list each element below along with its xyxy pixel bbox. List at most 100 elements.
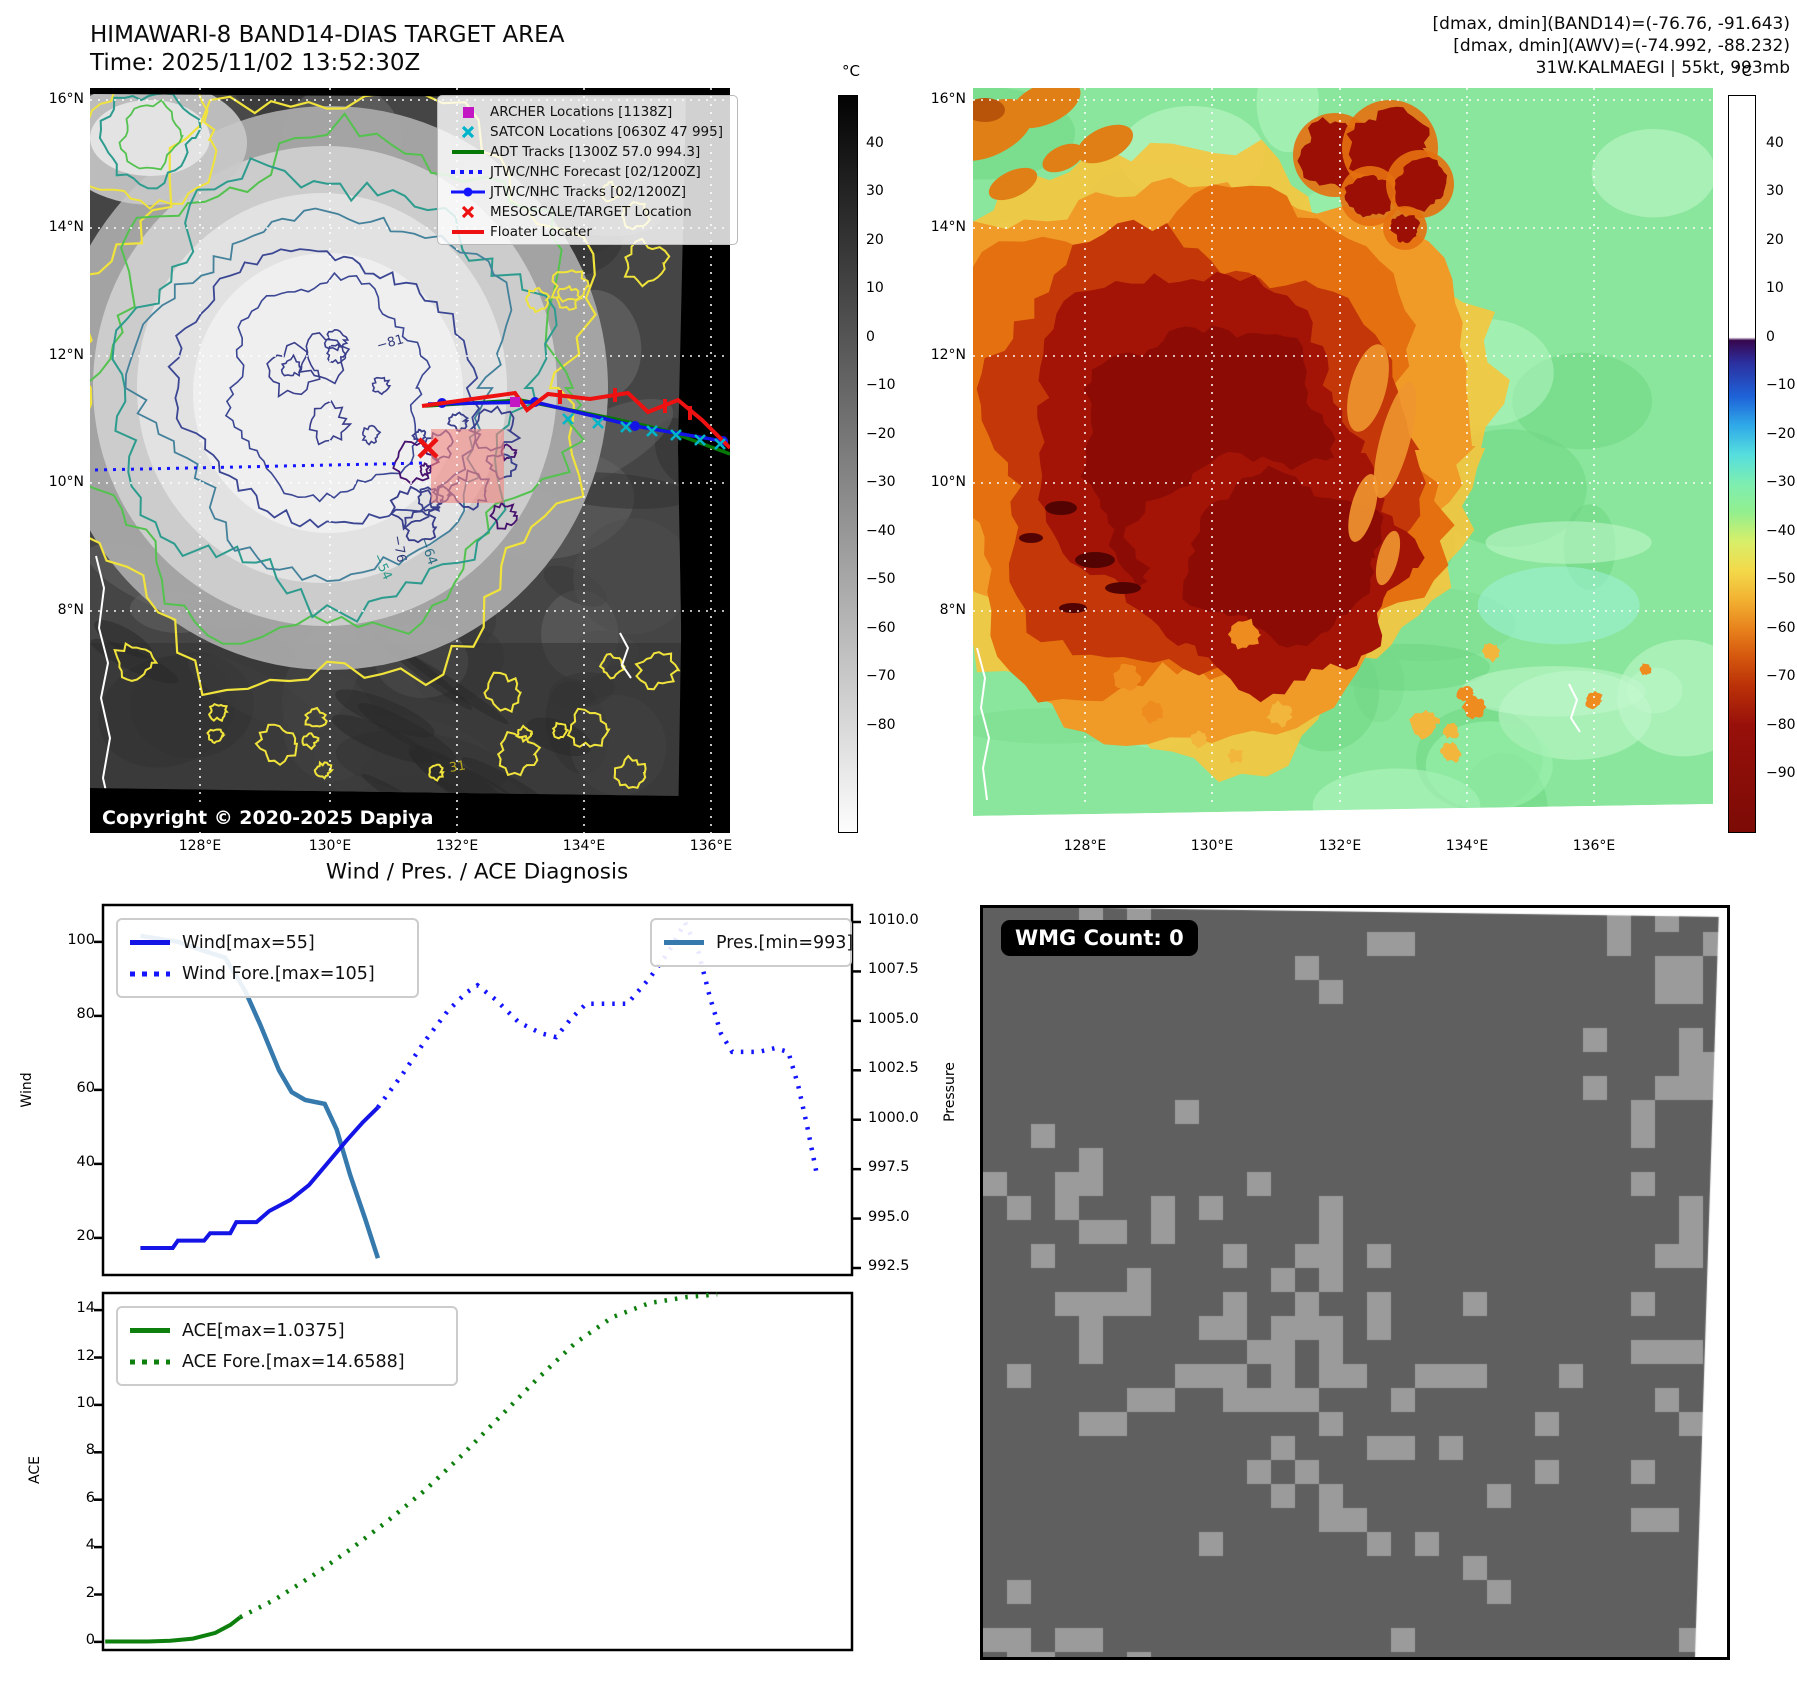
copyright-badge: Copyright © 2020-2025 Dapiya <box>90 804 446 832</box>
lon-tick-label: 130°E <box>308 838 352 854</box>
wind-tick-label: 80 <box>76 1005 95 1022</box>
colorbar-tick-label: 40 <box>866 134 884 151</box>
ace-legend-row: ACE[max=1.0375] <box>130 1315 444 1346</box>
pressure-axis-label: Pressure <box>942 1062 958 1122</box>
series-solid <box>105 1615 242 1644</box>
colorbar-tick-label: −60 <box>1766 619 1796 636</box>
colorbar-tick-label: −20 <box>866 425 896 442</box>
colorbar-tick-label: −40 <box>866 522 896 539</box>
lat-tick-label: 12°N <box>930 347 966 363</box>
tl-map-time: Time: 2025/11/02 13:52:30Z <box>90 50 421 76</box>
wmg-map-panel: WMG Count: 0 <box>980 905 1730 1660</box>
lat-tick-label: 8°N <box>57 602 84 618</box>
jtwc-track-marker-icon <box>446 186 490 198</box>
ace-line-icon <box>130 1328 182 1333</box>
colorbar-tick-label: 30 <box>866 183 884 199</box>
colorbar-tick-label: −90 <box>1766 765 1796 781</box>
lon-tick-label: 128°E <box>178 838 222 854</box>
tl-grayscale-colorbar <box>838 95 858 833</box>
tr-dmax-awv: [dmax, dmin](AWV)=(-74.992, -88.232) <box>1453 36 1790 56</box>
ace-tick-label: 6 <box>85 1489 95 1506</box>
colorbar-tick-label: 30 <box>1766 183 1784 199</box>
colorbar-tick-label: −20 <box>1766 425 1796 442</box>
pressure-tick-label: 1010.0 <box>868 912 919 928</box>
lat-tick-label: 14°N <box>48 219 84 235</box>
ace-legend: ACE[max=1.0375] ACE Fore.[max=14.6588] <box>116 1306 458 1386</box>
colorbar-tick-label: 40 <box>1766 134 1784 151</box>
tl-colorbar-unit: °C <box>842 62 860 80</box>
colorbar-tick-label: −10 <box>866 377 896 393</box>
legend-label: JTWC/NHC Tracks [02/1200Z] <box>490 184 687 200</box>
lat-tick-label: 14°N <box>930 219 966 235</box>
ace-tick-label: 10 <box>76 1394 95 1411</box>
pressure-tick-label: 1005.0 <box>868 1010 919 1027</box>
pressure-legend-label: Pres.[min=993] <box>716 932 854 953</box>
map-legend: ARCHER Locations [1138Z] SATCON Location… <box>437 95 738 245</box>
lon-tick-label: 136°E <box>1572 838 1616 854</box>
lon-tick-label: 128°E <box>1063 838 1107 854</box>
adt-track-marker-icon <box>446 150 490 154</box>
colorbar-tick-label: −70 <box>866 668 896 684</box>
ace-tick-label: 8 <box>85 1442 95 1459</box>
lat-tick-label: 10°N <box>930 474 966 490</box>
colorbar-tick-label: 10 <box>1766 280 1784 296</box>
tr-rainbow-colorbar <box>1728 95 1756 833</box>
ace-fore-dotted-icon <box>130 1358 182 1366</box>
colorbar-tick-label: 20 <box>1766 231 1784 248</box>
colorbar-tick-label: 0 <box>1766 328 1775 345</box>
lon-tick-label: 132°E <box>1318 838 1362 854</box>
colorbar-tick-label: −50 <box>866 571 896 587</box>
tr-colorbar-unit: °C <box>1734 62 1752 80</box>
lat-tick-label: 12°N <box>48 347 84 363</box>
lon-tick-label: 130°E <box>1190 838 1234 854</box>
ace-tick-label: 14 <box>76 1300 95 1317</box>
pressure-tick-label: 997.5 <box>868 1159 910 1176</box>
colorbar-tick-label: −40 <box>1766 522 1796 539</box>
colorbar-tick-label: 10 <box>866 280 884 296</box>
diagnosis-title: Wind / Pres. / ACE Diagnosis <box>325 859 629 885</box>
wind-legend-row: Wind[max=55] <box>130 927 405 958</box>
floater-marker-icon <box>446 230 490 234</box>
ace-tick-label: 12 <box>76 1347 95 1364</box>
colorbar-tick-label: −30 <box>1766 474 1796 490</box>
archer-marker-icon <box>446 106 490 118</box>
lon-tick-label: 134°E <box>562 838 606 854</box>
series-solid <box>140 1105 380 1250</box>
series-dotted <box>376 917 820 1179</box>
legend-row-satcon: SATCON Locations [0630Z 47 995] <box>446 122 727 142</box>
legend-label: MESOSCALE/TARGET Location <box>490 204 692 220</box>
pressure-tick-label: 995.0 <box>868 1208 910 1225</box>
wind-line-icon <box>130 940 182 945</box>
pressure-legend-row: Pres.[min=993] <box>664 927 853 958</box>
mesoscale-marker-icon <box>446 204 490 220</box>
wind-tick-label: 20 <box>76 1227 95 1244</box>
legend-row-jtwc-tracks: JTWC/NHC Tracks [02/1200Z] <box>446 182 727 202</box>
ace-fore-legend-label: ACE Fore.[max=14.6588] <box>182 1351 405 1372</box>
legend-label: ARCHER Locations [1138Z] <box>490 104 673 120</box>
colorbar-tick-label: −60 <box>866 619 896 636</box>
contour-label: 31 <box>448 758 467 776</box>
wind-legend-label: Wind[max=55] <box>182 932 315 953</box>
pressure-line-icon <box>664 940 716 945</box>
colorbar-tick-label: −50 <box>1766 571 1796 587</box>
lat-tick-label: 16°N <box>930 91 966 107</box>
ace-legend-label: ACE[max=1.0375] <box>182 1320 345 1341</box>
pressure-tick-label: 1007.5 <box>868 961 919 978</box>
wmg-count-badge: WMG Count: 0 <box>1001 920 1198 956</box>
wind-tick-label: 60 <box>76 1079 95 1096</box>
wind-fore-dotted-icon <box>130 970 182 978</box>
legend-row-adt: ADT Tracks [1300Z 57.0 994.3] <box>446 142 727 162</box>
tr-storm-id: 31W.KALMAEGI | 55kt, 993mb <box>1535 58 1790 78</box>
lat-tick-label: 10°N <box>48 474 84 490</box>
ace-tick-label: 0 <box>85 1631 95 1648</box>
legend-label: SATCON Locations [0630Z 47 995] <box>490 124 723 140</box>
ace-tick-label: 4 <box>85 1537 95 1554</box>
legend-row-mesoscale: MESOSCALE/TARGET Location <box>446 202 727 222</box>
wind-legend: Wind[max=55] Wind Fore.[max=105] <box>116 918 419 998</box>
legend-row-floater: Floater Locater <box>446 222 727 242</box>
contour-label: −76 <box>389 534 409 564</box>
wind-tick-label: 100 <box>67 931 95 948</box>
tl-map-title: HIMAWARI-8 BAND14-DIAS TARGET AREA <box>90 22 565 48</box>
ace-axis-label: ACE <box>27 1456 43 1484</box>
